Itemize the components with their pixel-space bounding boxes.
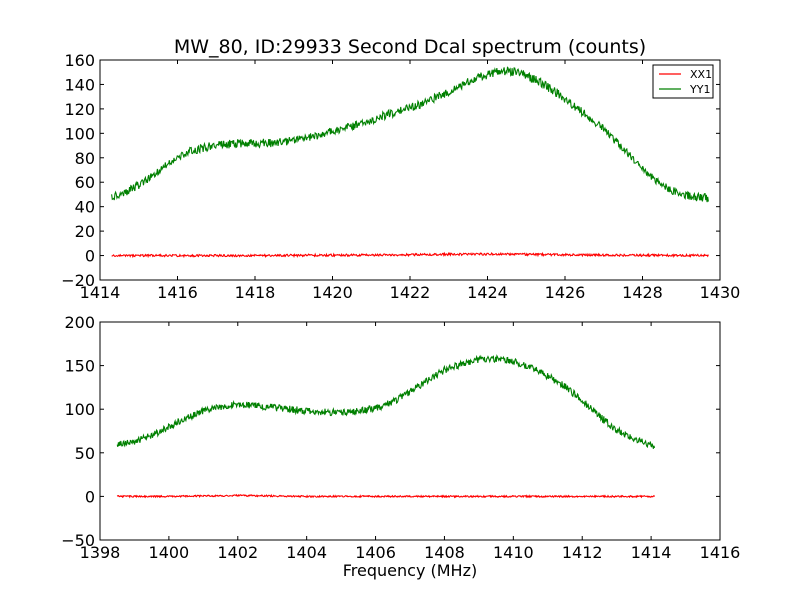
x-tick-label: 1420 (312, 283, 353, 302)
y-tick-label: −20 (61, 271, 95, 290)
x-tick-label: 1414 (631, 543, 672, 562)
y-tick-label: 20 (75, 222, 95, 241)
x-tick-label: 1416 (157, 283, 198, 302)
legend-box (652, 64, 714, 99)
x-tick-label: 1404 (286, 543, 327, 562)
x-tick-label: 1428 (622, 283, 663, 302)
series-line-xx1 (111, 251, 709, 259)
y-tick-label: 0 (85, 247, 95, 266)
x-tick-label: 1424 (467, 283, 508, 302)
y-tick-label: 150 (64, 357, 95, 376)
x-tick-label: 1430 (700, 283, 741, 302)
x-tick-label: 1416 (700, 543, 741, 562)
x-tick-label: 1412 (562, 543, 603, 562)
top-chart-title: MW_80, ID:29933 Second Dcal spectrum (co… (174, 36, 646, 58)
series-line-xx1 (116, 493, 656, 499)
series-line-yy1 (116, 354, 656, 449)
x-tick-label: 1418 (235, 283, 276, 302)
y-tick-label: 80 (75, 149, 95, 168)
bottom-chart: 1398 1400 1402 1404 1406 1408 1410 1412 1414 1416… (61, 313, 740, 580)
top-chart: MW_80, ID:29933 Second Dcal spectrum (co… (61, 36, 740, 302)
plot-frame (99, 321, 721, 541)
y-tick-label: 50 (75, 444, 95, 463)
y-tick-label: 60 (75, 173, 95, 192)
y-tick-label: 0 (85, 487, 95, 506)
x-tick-label: 1426 (545, 283, 586, 302)
x-tick-label: 1410 (493, 543, 534, 562)
series-line-yy1 (111, 66, 709, 203)
bottom-chart-plot-area: 1398 1400 1402 1404 1406 1408 1410 1412 1414 1416… (61, 313, 740, 562)
y-tick-label: 40 (75, 198, 95, 217)
x-tick-label: 1422 (390, 283, 431, 302)
bottom-chart-xlabel: Frequency (MHz) (343, 561, 477, 580)
x-tick-label: 1402 (217, 543, 258, 562)
y-tick-label: 160 (64, 51, 95, 70)
y-tick-label: 140 (64, 75, 95, 94)
y-tick-label: −50 (61, 531, 95, 550)
top-chart-plot-area: 1414 1416 1418 1420 1422 1424 1426 1428 1430 −20 0… (61, 51, 740, 302)
legend-label-xx1: XX1 (690, 68, 712, 81)
x-tick-label: 1406 (355, 543, 396, 562)
y-tick-label: 120 (64, 100, 95, 119)
x-tick-label: 1408 (424, 543, 465, 562)
top-chart-legend: XX1 YY1 (652, 64, 714, 99)
y-tick-label: 200 (64, 313, 95, 332)
y-tick-label: 100 (64, 124, 95, 143)
x-tick-label: 1400 (149, 543, 190, 562)
x-tick-label: 1414 (80, 283, 121, 302)
legend-label-yy1: YY1 (689, 83, 710, 96)
x-tick-label: 1398 (80, 543, 121, 562)
y-tick-label: 100 (64, 400, 95, 419)
